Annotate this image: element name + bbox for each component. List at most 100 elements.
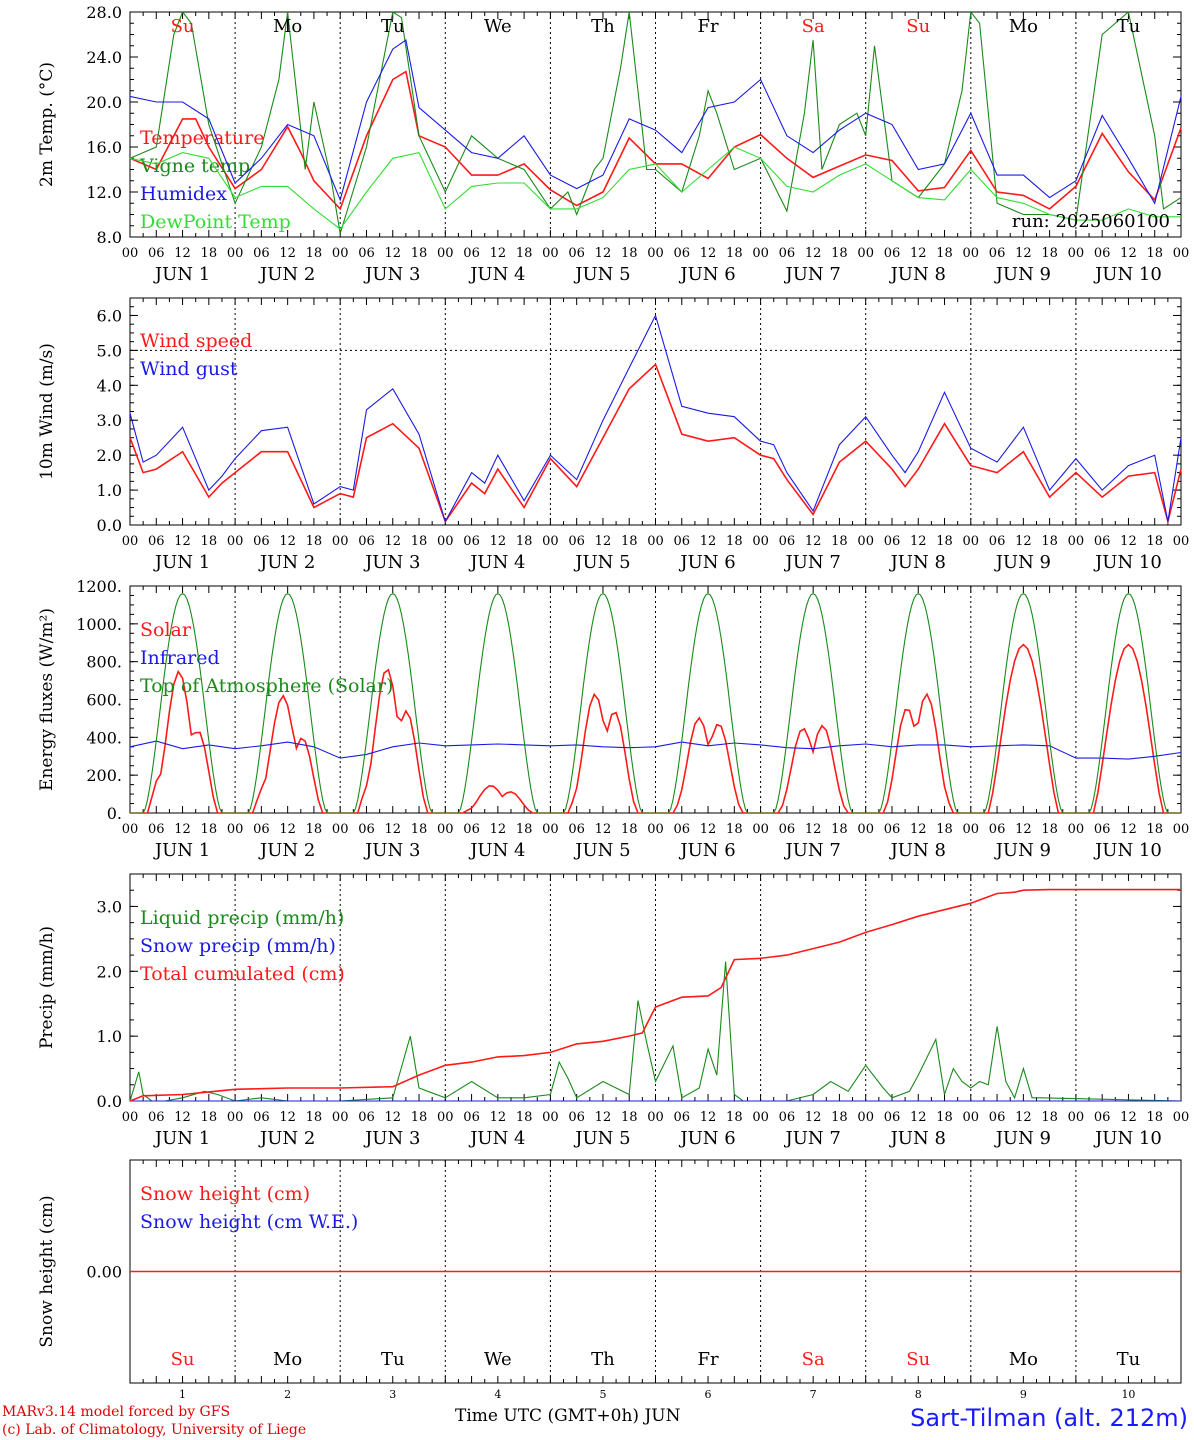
legend-entry: Temperature	[140, 127, 264, 149]
x-tick-label: 12	[490, 246, 507, 261]
legend-entry: Infrared	[140, 647, 220, 669]
x-tick-label: 18	[831, 534, 848, 549]
y-axis-label: 2m Temp. (°C)	[37, 62, 57, 187]
day-name-label: Su	[906, 1349, 930, 1370]
x-tick-label: 00	[227, 822, 244, 837]
x-tick-label: 00	[437, 246, 454, 261]
day-name-label: Mo	[1009, 1349, 1038, 1370]
legend-entry: Humidex	[140, 183, 227, 205]
date-number: 6	[705, 1388, 712, 1401]
x-tick-label: 00	[1068, 822, 1085, 837]
wind-chart: 0.0 1.0 2.0 3.0 4.0 5.0 6.0 10m Wind (m/s) Wind …	[37, 297, 1190, 573]
y-tick-label: 1.0	[97, 1027, 122, 1046]
x-tick-label: 12	[384, 1110, 401, 1125]
y-tick-label: 1.0	[97, 481, 122, 500]
date-label: JUN 6	[678, 264, 735, 285]
x-tick-label: 00	[1173, 1110, 1190, 1125]
x-tick-label: 12	[595, 534, 612, 549]
date-label: JUN 3	[363, 552, 420, 573]
date-label: JUN 7	[783, 1128, 840, 1149]
date-label: JUN 5	[573, 264, 630, 285]
date-label: JUN 9	[994, 1128, 1051, 1149]
y-tick-label: 600.	[86, 691, 122, 710]
x-tick-label: 18	[201, 534, 218, 549]
x-tick-label: 00	[227, 246, 244, 261]
day-name-label: Th	[591, 1349, 615, 1370]
y-tick-label: 800.	[86, 653, 122, 672]
x-tick-label: 18	[1041, 1110, 1058, 1125]
date-label: JUN 6	[678, 552, 735, 573]
x-tick-label: 00	[857, 246, 874, 261]
y-tick-label: 12.0	[86, 183, 122, 202]
x-tick-label: 18	[1146, 534, 1163, 549]
date-label: JUN 8	[889, 552, 946, 573]
precip-chart: 0.0 1.0 2.0 3.0 Precip (mm/h) Liquid precip (…	[37, 873, 1190, 1149]
day-name-label: Fr	[698, 16, 719, 37]
x-tick-label: 06	[989, 1110, 1006, 1125]
series-line	[129, 146, 1181, 230]
series-line	[129, 740, 1182, 760]
x-tick-label: 12	[1120, 822, 1137, 837]
x-tick-label: 12	[490, 822, 507, 837]
x-tick-label: 12	[700, 246, 717, 261]
x-tick-label: 12	[910, 246, 927, 261]
y-tick-label: 0.	[107, 804, 122, 823]
day-name-label: Mo	[273, 16, 302, 37]
x-tick-label: 00	[437, 534, 454, 549]
date-label: JUN 10	[1093, 840, 1162, 861]
x-tick-label: 18	[831, 246, 848, 261]
date-number: 7	[810, 1388, 817, 1401]
x-tick-label: 00	[1068, 246, 1085, 261]
x-tick-label: 06	[253, 534, 270, 549]
x-tick-label: 12	[490, 534, 507, 549]
day-name-label: Fr	[698, 1349, 719, 1370]
date-label: JUN 8	[889, 840, 946, 861]
x-tick-label: 00	[963, 534, 980, 549]
y-tick-label: 2.0	[97, 962, 122, 981]
legend-entry: Vigne temp	[139, 155, 250, 177]
x-tick-label: 00	[1173, 534, 1190, 549]
x-tick-label: 18	[621, 246, 638, 261]
x-tick-label: 18	[1146, 1110, 1163, 1125]
y-tick-label: 200.	[86, 766, 122, 785]
x-tick-label: 18	[516, 822, 533, 837]
x-tick-label: 18	[516, 246, 533, 261]
x-tick-label: 12	[1015, 822, 1032, 837]
day-name-label: Su	[906, 16, 930, 37]
y-tick-label: 16.0	[86, 138, 122, 157]
x-tick-label: 00	[1173, 246, 1190, 261]
x-tick-label: 06	[884, 822, 901, 837]
date-label: JUN 1	[153, 264, 210, 285]
x-tick-label: 12	[279, 246, 296, 261]
date-number: 8	[915, 1388, 922, 1401]
y-tick-label: 1200.	[76, 577, 122, 596]
x-tick-label: 18	[1041, 246, 1058, 261]
x-tick-label: 06	[989, 534, 1006, 549]
x-tick-label: 12	[910, 534, 927, 549]
x-tick-label: 00	[963, 1110, 980, 1125]
x-tick-label: 12	[279, 534, 296, 549]
day-name-label: Sa	[802, 16, 825, 37]
legend-entry: Wind speed	[140, 330, 252, 352]
x-tick-label: 12	[700, 1110, 717, 1125]
date-label: JUN 3	[363, 1128, 420, 1149]
y-tick-label: 3.0	[97, 897, 122, 916]
x-tick-label: 06	[358, 822, 375, 837]
x-tick-label: 18	[306, 822, 323, 837]
x-tick-label: 06	[1094, 534, 1111, 549]
date-label: JUN 6	[678, 840, 735, 861]
x-tick-label: 12	[384, 246, 401, 261]
day-name-label: Tu	[381, 1349, 405, 1370]
wind-frame	[129, 297, 1182, 526]
x-tick-label: 06	[253, 246, 270, 261]
date-number: 3	[389, 1388, 396, 1401]
x-tick-label: 12	[384, 534, 401, 549]
x-tick-label: 00	[857, 1110, 874, 1125]
x-tick-label: 18	[936, 822, 953, 837]
date-label: JUN 9	[994, 840, 1051, 861]
x-tick-label: 12	[1120, 246, 1137, 261]
x-tick-label: 18	[411, 1110, 428, 1125]
x-tick-label: 18	[621, 1110, 638, 1125]
legend-entry: Snow height (cm W.E.)	[140, 1211, 358, 1233]
lab-line: (c) Lab. of Climatology, University of L…	[2, 1422, 307, 1438]
